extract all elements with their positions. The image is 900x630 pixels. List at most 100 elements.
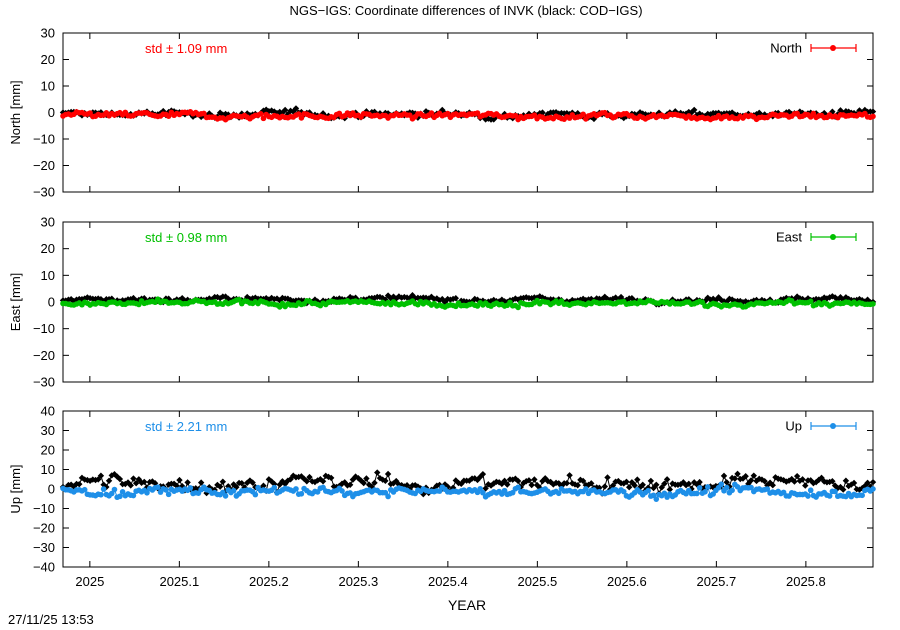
data-point xyxy=(625,483,633,491)
data-point xyxy=(327,474,335,482)
y-tick-label: −30 xyxy=(33,540,55,555)
data-point xyxy=(238,110,245,117)
data-point xyxy=(639,481,646,488)
data-point xyxy=(598,296,606,303)
data-point xyxy=(837,107,844,114)
data-point xyxy=(298,491,305,497)
data-point xyxy=(704,294,711,301)
data-point xyxy=(699,485,706,492)
data-point xyxy=(718,481,725,487)
data-point xyxy=(428,110,435,116)
y-tick-label: 10 xyxy=(41,268,55,283)
y-axis-label: North [mm] xyxy=(8,80,23,144)
data-point xyxy=(81,486,88,493)
legend-label: Up xyxy=(785,419,802,434)
data-point xyxy=(306,473,313,481)
data-point xyxy=(802,482,809,489)
data-point xyxy=(672,108,679,115)
data-point xyxy=(728,296,736,303)
data-point xyxy=(617,293,625,301)
data-point xyxy=(303,478,311,485)
data-point xyxy=(293,486,299,492)
data-point xyxy=(482,485,489,492)
data-point xyxy=(539,109,546,116)
data-point xyxy=(514,477,522,485)
data-point xyxy=(785,108,793,116)
legend-marker xyxy=(830,423,836,429)
std-label: std ± 2.21 mm xyxy=(145,419,227,434)
data-point xyxy=(130,475,137,482)
data-point xyxy=(563,480,571,487)
data-point xyxy=(178,482,186,490)
data-point xyxy=(583,486,589,492)
data-point xyxy=(76,480,83,488)
data-point xyxy=(799,109,806,117)
data-point xyxy=(555,296,562,303)
data-point xyxy=(146,478,153,486)
y-tick-label: −20 xyxy=(33,521,55,536)
data-point xyxy=(509,476,516,483)
data-point xyxy=(319,478,327,485)
y-axis-label: East [mm] xyxy=(8,273,23,332)
data-point xyxy=(807,487,814,494)
x-tick-label: 2025.5 xyxy=(517,574,557,589)
series-north xyxy=(60,108,876,123)
data-point xyxy=(737,475,744,483)
data-point xyxy=(734,470,741,478)
data-point xyxy=(612,294,619,301)
data-point xyxy=(577,296,584,303)
data-point xyxy=(631,482,638,489)
data-point xyxy=(298,115,305,121)
x-tick-label: 2025.8 xyxy=(786,574,826,589)
data-point xyxy=(403,482,411,489)
data-point xyxy=(823,295,831,302)
data-point xyxy=(620,114,627,122)
series-black xyxy=(59,469,877,498)
y-tick-label: 0 xyxy=(48,105,55,120)
data-point xyxy=(685,296,692,303)
data-point xyxy=(384,470,392,478)
data-point xyxy=(477,485,483,492)
data-point xyxy=(707,111,714,118)
data-point xyxy=(650,484,657,492)
data-point xyxy=(105,477,113,484)
y-tick-label: 10 xyxy=(41,462,55,477)
data-point xyxy=(490,116,497,123)
data-point xyxy=(869,478,877,486)
panel-up: −40 −30 −20 −10 0 10 20 30 40 2025 2025.1 2025.2 202… xyxy=(8,404,877,589)
data-point xyxy=(864,479,871,487)
x-tick-label: 2025 xyxy=(75,574,104,589)
y-tick-label: −30 xyxy=(33,375,55,390)
data-point xyxy=(747,477,755,484)
data-point xyxy=(144,489,150,496)
data-point xyxy=(870,301,876,307)
timestamp: 27/11/25 13:53 xyxy=(8,612,94,627)
data-point xyxy=(837,293,844,301)
data-point xyxy=(512,112,519,119)
data-point xyxy=(609,482,617,489)
y-tick-label: 20 xyxy=(41,52,55,67)
data-point xyxy=(869,108,877,115)
data-point xyxy=(339,488,345,494)
data-point xyxy=(555,480,562,487)
data-point xyxy=(206,110,213,117)
data-point xyxy=(244,110,251,117)
data-point xyxy=(452,295,460,302)
y-tick-label: −10 xyxy=(33,132,55,147)
data-point xyxy=(604,474,611,481)
data-point xyxy=(758,476,766,483)
data-point xyxy=(216,109,224,116)
panel-east: −30 −20 −10 0 10 20 30 East [mm] std ± 0.98 mm Ea… xyxy=(8,215,877,390)
data-point xyxy=(704,484,711,490)
data-point xyxy=(574,482,581,489)
data-point xyxy=(729,487,735,494)
data-point xyxy=(810,110,817,117)
data-point xyxy=(658,484,665,491)
data-point xyxy=(723,479,730,486)
data-point xyxy=(176,476,183,484)
y-axis-label: Up [mm] xyxy=(8,464,23,513)
data-point xyxy=(642,111,649,118)
data-point xyxy=(520,479,527,487)
y-tick-label: −20 xyxy=(33,158,55,173)
data-point xyxy=(222,493,229,499)
